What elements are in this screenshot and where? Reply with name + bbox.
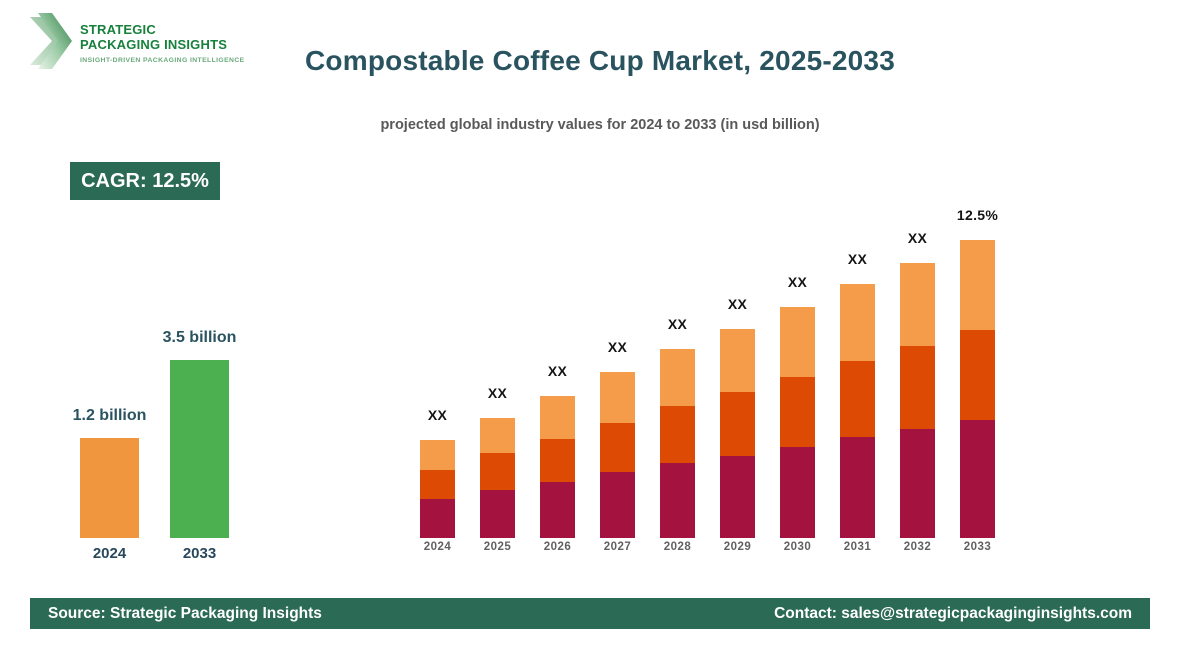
segment-bottom-2026: [540, 482, 575, 538]
segment-bottom-2029: [720, 456, 755, 538]
stacked-bar-top-label: XX: [427, 407, 448, 423]
stacked-bar-2031: XX: [840, 251, 875, 538]
segment-bottom-2030: [780, 447, 815, 538]
stacked-axis-label-2028: 2028: [663, 541, 692, 553]
segment-bottom-2024: [420, 499, 455, 538]
stacked-bar-top-label: XX: [907, 230, 928, 246]
mini-bar-2024: 1.2 billion: [73, 407, 146, 538]
mini-axis-label-2033: 2033: [182, 545, 217, 562]
stacked-bar-chart: XX XX XX XX XX XX XX XX XX 12.5%: [420, 178, 999, 538]
brand-name-line2: PACKAGING INSIGHTS: [80, 37, 228, 52]
segment-top-2027: [600, 372, 635, 423]
chevron-arrow-icon: [30, 13, 72, 69]
segment-bottom-2032: [900, 429, 935, 538]
stacked-axis-label-2030: 2030: [783, 541, 812, 553]
segment-middle-2028: [660, 406, 695, 463]
page-subtitle: projected global industry values for 202…: [380, 117, 820, 133]
segment-bottom-2031: [840, 437, 875, 538]
mini-bar-2033: 3.5 billion: [163, 329, 236, 538]
segment-top-2033: [960, 240, 995, 330]
stacked-axis-label-2026: 2026: [543, 541, 572, 553]
segment-top-2031: [840, 284, 875, 361]
segment-middle-2026: [540, 439, 575, 482]
stacked-bar-top-label: XX: [547, 363, 568, 379]
stacked-bar-chart-axis: 2024 2025 2026 2027 2028 2029 2030 2031 2032 2033: [420, 541, 995, 553]
stacked-bar-top-label: XX: [487, 385, 508, 401]
stacked-bar-2032: XX: [900, 230, 935, 538]
mini-bar-rect-2024: [80, 438, 139, 538]
brand-logo: STRATEGIC PACKAGING INSIGHTS INSIGHT-DRI…: [30, 13, 245, 69]
brand-logo-text: STRATEGIC PACKAGING INSIGHTS INSIGHT-DRI…: [80, 13, 245, 64]
segment-top-2025: [480, 418, 515, 453]
stacked-bar-top-label: XX: [607, 339, 628, 355]
mini-bar-chart: 1.2 billion 3.5 billion: [73, 320, 236, 538]
segment-middle-2027: [600, 423, 635, 472]
segment-top-2026: [540, 396, 575, 439]
segment-middle-2024: [420, 470, 455, 499]
mini-axis-label-2024: 2024: [92, 545, 127, 562]
stacked-bar-2024: XX: [420, 407, 455, 538]
brand-tagline: INSIGHT-DRIVEN PACKAGING INTELLIGENCE: [80, 57, 245, 64]
segment-top-2024: [420, 440, 455, 470]
mini-bar-rect-2033: [170, 360, 229, 538]
stacked-bar-2028: XX: [660, 316, 695, 538]
segment-bottom-2033: [960, 420, 995, 538]
stacked-bar-2027: XX: [600, 339, 635, 538]
segment-top-2030: [780, 307, 815, 377]
cagr-badge: CAGR: 12.5%: [70, 162, 220, 200]
stacked-bar-top-label: XX: [727, 296, 748, 312]
stacked-bar-2033: 12.5%: [956, 207, 999, 538]
segment-bottom-2027: [600, 472, 635, 538]
stacked-bar-2025: XX: [480, 385, 515, 538]
stacked-bar-top-label: XX: [787, 274, 808, 290]
mini-bar-chart-axis: 2024 2033: [80, 545, 229, 562]
footer-contact: Contact: sales@strategicpackaginginsight…: [774, 604, 1132, 622]
segment-top-2032: [900, 263, 935, 346]
stacked-bar-2030: XX: [780, 274, 815, 538]
stacked-bar-top-label: 12.5%: [956, 207, 999, 223]
stacked-bar-2026: XX: [540, 363, 575, 538]
stacked-axis-label-2029: 2029: [723, 541, 752, 553]
segment-middle-2030: [780, 377, 815, 447]
segment-top-2028: [660, 349, 695, 406]
segment-middle-2033: [960, 330, 995, 420]
stacked-axis-label-2024: 2024: [423, 541, 452, 553]
stacked-axis-label-2032: 2032: [903, 541, 932, 553]
segment-middle-2029: [720, 392, 755, 456]
mini-bar-value-label: 1.2 billion: [72, 407, 147, 424]
stacked-axis-label-2033: 2033: [963, 541, 992, 553]
segment-bottom-2025: [480, 490, 515, 538]
stacked-axis-label-2031: 2031: [843, 541, 872, 553]
page-title: Compostable Coffee Cup Market, 2025-2033: [305, 45, 895, 76]
segment-middle-2025: [480, 453, 515, 490]
stacked-bar-2029: XX: [720, 296, 755, 538]
segment-bottom-2028: [660, 463, 695, 538]
footer-bar: Source: Strategic Packaging Insights Con…: [30, 598, 1150, 629]
stacked-axis-label-2025: 2025: [483, 541, 512, 553]
brand-name-line1: STRATEGIC: [80, 22, 156, 37]
segment-middle-2032: [900, 346, 935, 429]
footer-source: Source: Strategic Packaging Insights: [48, 604, 322, 622]
stacked-bar-top-label: XX: [667, 316, 688, 332]
stacked-bar-top-label: XX: [847, 251, 868, 267]
stacked-axis-label-2027: 2027: [603, 541, 632, 553]
mini-bar-value-label: 3.5 billion: [162, 329, 237, 346]
segment-top-2029: [720, 329, 755, 392]
segment-middle-2031: [840, 361, 875, 437]
